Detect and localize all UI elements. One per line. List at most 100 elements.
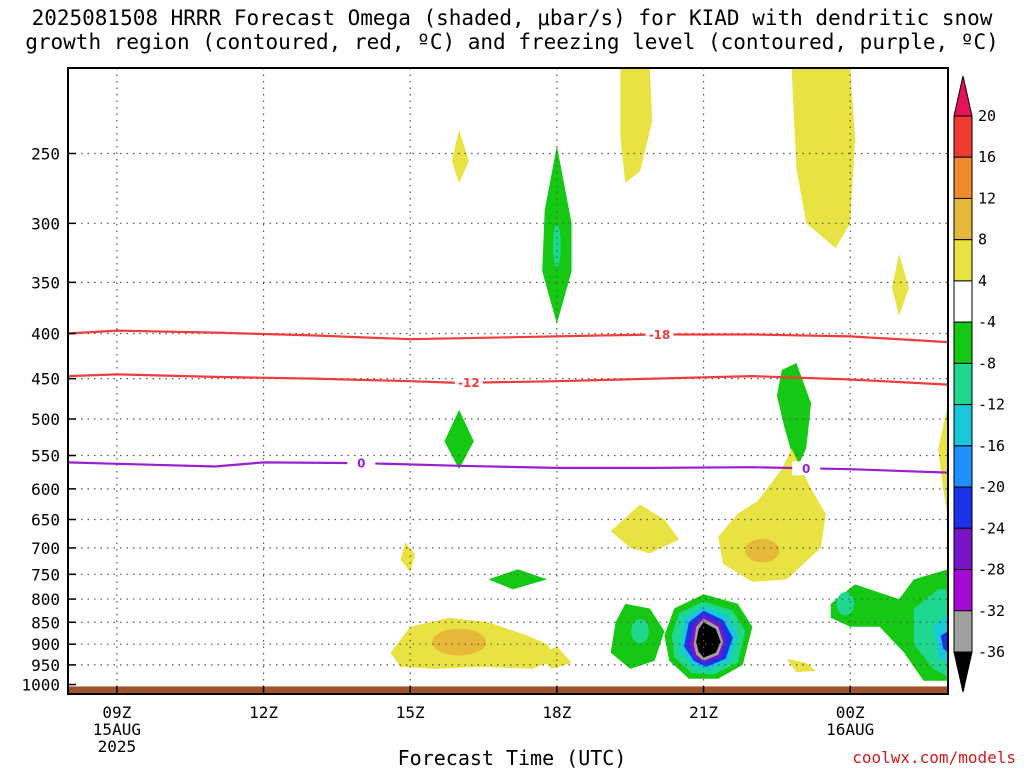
- omega-region-cyan-right: [933, 613, 948, 665]
- x-tick-sublabel-year: 2025: [98, 737, 137, 756]
- omega-region-upper-plume-1: [620, 68, 653, 183]
- contour-freezing_0: [68, 461, 948, 474]
- omega-region-upper-plume-2: [791, 68, 856, 248]
- y-tick-label-750: 750: [31, 565, 60, 584]
- x-tick-label-09Z: 09Z: [102, 703, 131, 722]
- colorbar-label-4: 4: [978, 272, 987, 290]
- omega-region-small-yellow-1: [451, 129, 469, 183]
- contour-dgz_-18: [68, 329, 948, 344]
- y-tick-label-950: 950: [31, 656, 60, 675]
- colorbar-label-5: -4: [978, 313, 996, 331]
- omega-shaded-regions: [390, 68, 948, 681]
- y-tick-label-700: 700: [31, 539, 60, 558]
- ground-layer: [68, 686, 948, 694]
- omega-region-green-mid: [776, 363, 812, 470]
- colorbar-box: [953, 197, 973, 241]
- y-tick-label-550: 550: [31, 447, 60, 466]
- omega-region-teal-upper: [552, 224, 561, 267]
- y-tick-label-500: 500: [31, 410, 60, 429]
- x-tick-label-15Z: 15Z: [396, 703, 425, 722]
- colorbar: 20 16 12 8 4 -4 -8 -12 -16 -20 -24 -28 -32 -36: [953, 75, 1005, 693]
- y-tick-label-300: 300: [31, 214, 60, 233]
- y-tick-label-250: 250: [31, 144, 60, 163]
- colorbar-label-0: 20: [978, 107, 996, 125]
- omega-region-yellow-right-edge: [938, 403, 948, 520]
- y-tick-label-1000: 1000: [21, 676, 60, 695]
- y-tick-label-850: 850: [31, 613, 60, 632]
- omega-region-yellow-low-3: [786, 658, 816, 673]
- contour-label-bg: [347, 456, 376, 471]
- colorbar-bottom-triangle: [953, 651, 973, 693]
- y-tick-label-650: 650: [31, 511, 60, 530]
- omega-region-green-right: [830, 569, 948, 681]
- colorbar-label-6: -8: [978, 354, 996, 372]
- colorbar-box: [953, 321, 973, 364]
- y-tick-label-350: 350: [31, 273, 60, 292]
- x-tick-label-21Z: 21Z: [689, 703, 718, 722]
- contour-label-bg: [645, 327, 674, 342]
- colorbar-label-9: -20: [978, 478, 1005, 496]
- y-tick-label-600: 600: [31, 480, 60, 499]
- contour-dgz_-12: [68, 373, 948, 386]
- contour-label-2: 0: [357, 457, 365, 471]
- omega-region-teal-right-1: [836, 592, 855, 616]
- colorbar-label-10: -24: [978, 519, 1005, 537]
- omega-region-yellow-cell: [610, 504, 680, 554]
- omega-region-teal-low: [631, 619, 649, 644]
- colorbar-box: [953, 610, 973, 653]
- colorbar-box: [953, 362, 973, 406]
- omega-region-small-yellow-2: [891, 254, 909, 316]
- colorbar-label-2: 12: [978, 189, 996, 207]
- y-axis-ticks: 250 300 350 400 450 500 550 600 650 700 750 800 850 9…: [21, 144, 76, 695]
- colorbar-label-11: -28: [978, 561, 1005, 579]
- colorbar-label-8: -16: [978, 437, 1005, 455]
- omega-region-yellow-low-2: [537, 646, 572, 669]
- y-tick-label-800: 800: [31, 590, 60, 609]
- colorbar-box: [953, 569, 973, 612]
- omega-region-yellow-lower: [718, 448, 826, 582]
- colorbar-label-12: -32: [978, 602, 1005, 620]
- omega-region-yellow-small: [400, 542, 416, 572]
- colorbar-label-1: 16: [978, 148, 996, 166]
- colorbar-box: [953, 156, 973, 199]
- x-tick-sublabel-date: 16AUG: [826, 720, 874, 739]
- contour-label-bg: [792, 461, 821, 476]
- omega-region-green-streak: [488, 569, 548, 590]
- colorbar-box: [953, 486, 973, 529]
- y-tick-label-900: 900: [31, 635, 60, 654]
- colorbar-box: [953, 404, 973, 447]
- x-tick-sublabel-date: 15AUG: [93, 720, 141, 739]
- ground-fill: [68, 686, 948, 694]
- omega-region-orange-low: [432, 628, 486, 656]
- colorbar-top-triangle: [953, 75, 973, 117]
- omega-region-core-black: [696, 622, 721, 658]
- plot-frame: [67, 67, 949, 695]
- chart-title: 2025081508 HRRR Forecast Omega (shaded, …: [0, 6, 1024, 54]
- x-axis-label: Forecast Time (UTC): [397, 746, 627, 770]
- colorbar-box: [953, 445, 973, 488]
- contour-label-3: 0: [802, 462, 810, 476]
- x-tick-label-00Z: 00Z: [836, 703, 865, 722]
- colorbar-label-13: -36: [978, 643, 1005, 661]
- colorbar-label-3: 8: [978, 231, 987, 249]
- colorbar-box: [953, 115, 973, 158]
- omega-region-orange-core: [745, 538, 780, 563]
- x-tick-label-12Z: 12Z: [249, 703, 278, 722]
- y-tick-label-450: 450: [31, 370, 60, 389]
- omega-region-blue-right: [940, 631, 948, 653]
- omega-region-green-diamond: [444, 409, 474, 470]
- contour-label-bg: [454, 375, 483, 390]
- colorbar-box: [953, 239, 973, 282]
- colorbar-box: [953, 527, 973, 571]
- credit-text: coolwx.com/models: [852, 748, 1016, 767]
- chart-title-line1: 2025081508 HRRR Forecast Omega (shaded, …: [31, 6, 993, 30]
- chart-title-line2: growth region (contoured, red, ºC) and f…: [25, 30, 999, 54]
- contour-lines: -18 -12 0 0: [68, 327, 948, 476]
- x-tick-label-18Z: 18Z: [542, 703, 571, 722]
- colorbar-box: [953, 280, 973, 323]
- contour-label-1: -12: [458, 376, 480, 390]
- y-tick-label-400: 400: [31, 325, 60, 344]
- contour-label-0: -18: [649, 328, 671, 342]
